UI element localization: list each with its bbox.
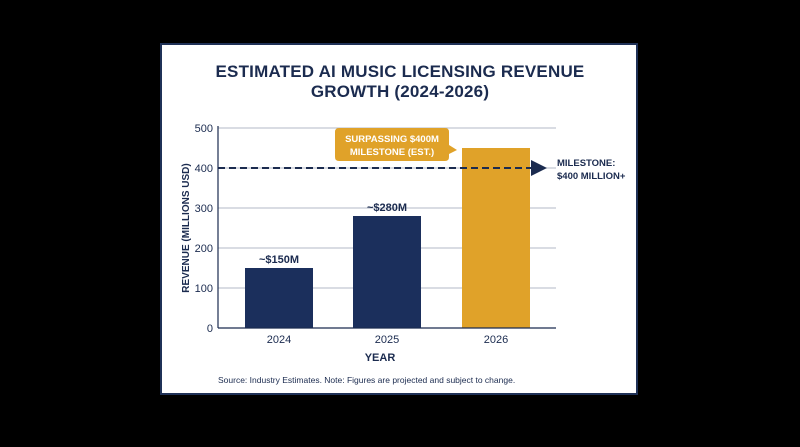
milestone-label-line2: $400 MILLION+ — [557, 171, 626, 182]
x-tick-label: 2024 — [267, 334, 291, 346]
chart-title-line2: GROWTH (2024-2026) — [310, 82, 490, 101]
callout-shape — [335, 128, 457, 161]
x-tick-label: 2026 — [484, 334, 508, 346]
callout-line2: MILESTONE (EST.) — [350, 147, 434, 158]
y-tick-labels: 0 100 200 300 400 500 — [195, 123, 213, 335]
y-tick-label: 0 — [207, 323, 213, 335]
data-label: ~$280M — [367, 202, 407, 214]
callout-box: SURPASSING $400M MILESTONE (EST.) — [335, 128, 457, 161]
bar-2026 — [462, 148, 530, 328]
y-tick-label: 500 — [195, 123, 213, 135]
x-tick-label: 2025 — [375, 334, 399, 346]
x-tick-labels: 2024 2025 2026 — [267, 334, 508, 346]
y-tick-label: 300 — [195, 203, 213, 215]
bar-2024 — [245, 268, 313, 328]
y-tick-label: 100 — [195, 283, 213, 295]
data-labels: ~$150M ~$280M — [259, 202, 407, 266]
y-axis-title: REVENUE (MILLIONS USD) — [181, 163, 192, 292]
bar-2025 — [353, 216, 421, 328]
source-note: Source: Industry Estimates. Note: Figure… — [218, 375, 516, 385]
bars — [245, 148, 530, 328]
callout-line1: SURPASSING $400M — [345, 134, 439, 145]
y-tick-label: 400 — [195, 163, 213, 175]
chart-title-line1: ESTIMATED AI MUSIC LICENSING REVENUE — [215, 62, 585, 81]
data-label: ~$150M — [259, 254, 299, 266]
x-axis-title: YEAR — [365, 352, 396, 364]
milestone-label-line1: MILESTONE: — [557, 158, 615, 169]
y-tick-label: 200 — [195, 243, 213, 255]
